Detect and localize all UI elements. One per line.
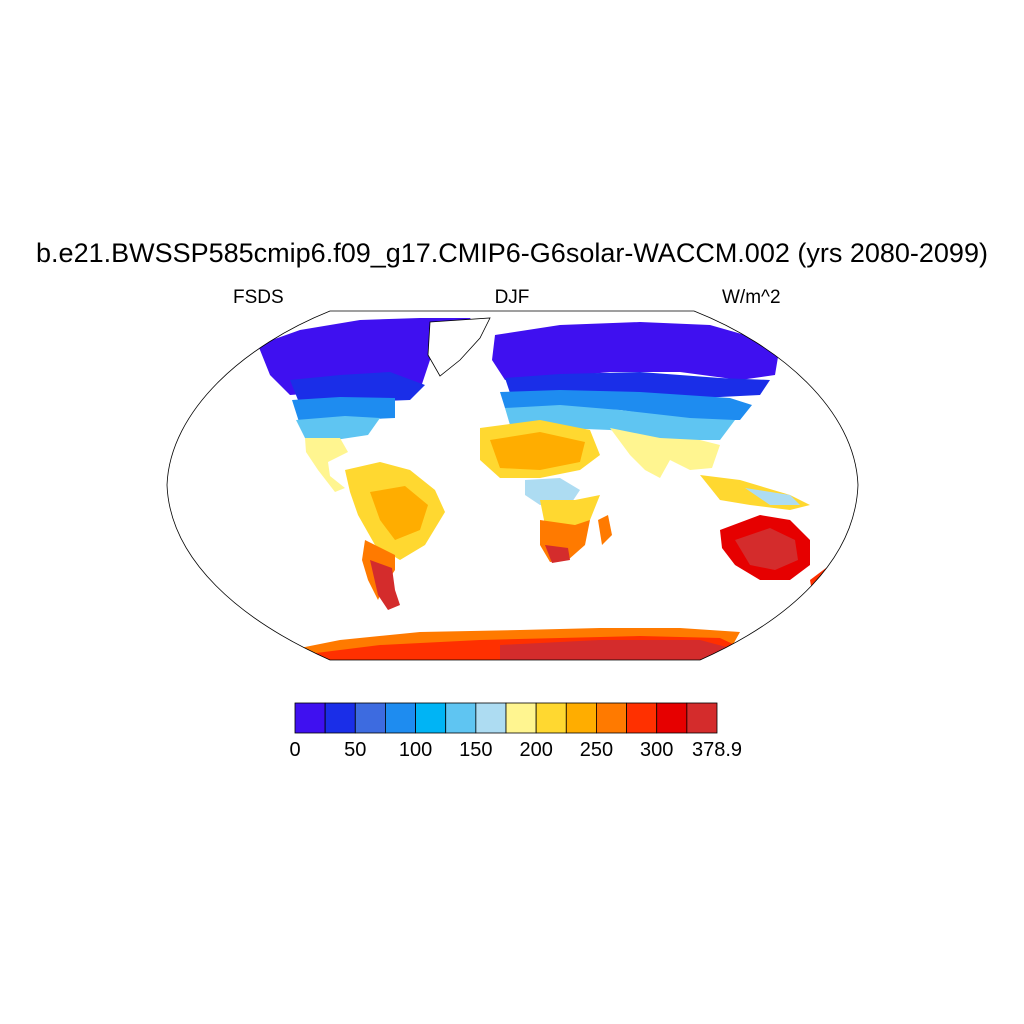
australia-core xyxy=(735,528,798,570)
south-asia xyxy=(610,428,720,478)
colorbar-tick-label: 100 xyxy=(399,739,432,761)
north-america-south xyxy=(296,416,380,440)
colorbar-box xyxy=(324,702,356,734)
colorbar-box xyxy=(445,702,477,734)
colorbar-tick-label: 50 xyxy=(344,739,366,761)
colorbar-tick-label: 200 xyxy=(519,739,552,761)
season-label: DJF xyxy=(494,287,530,308)
new-zealand xyxy=(810,565,834,592)
antarctica-interior xyxy=(500,640,730,660)
variable-label: FSDS xyxy=(233,287,284,308)
eurasia-south xyxy=(505,405,735,440)
colorbar-box xyxy=(385,702,416,734)
colorbar-box xyxy=(656,702,688,734)
africa-cape xyxy=(545,545,570,563)
colorbar-tick-label: 378.9 xyxy=(692,739,742,761)
colorbar-box xyxy=(596,702,627,734)
land-fields xyxy=(258,317,834,660)
north-america-cold xyxy=(258,318,480,395)
colorbar-box xyxy=(686,702,718,734)
africa-sahara xyxy=(490,432,585,470)
colorbar-tick-label: 0 xyxy=(289,739,300,761)
units-label: W/m^2 xyxy=(722,287,781,308)
africa-equatorial xyxy=(525,478,580,505)
colorbar-box xyxy=(354,702,386,734)
colorbar-box xyxy=(294,702,326,734)
colorbar-tick-label: 150 xyxy=(459,739,492,761)
colorbar-tick-label: 250 xyxy=(580,739,613,761)
colorbar: 0 50 100 150 200 250 300 378.9 xyxy=(289,702,742,761)
figure-title: b.e21.BWSSP585cmip6.f09_g17.CMIP6-G6sola… xyxy=(36,238,988,268)
colorbar-tick-label: 300 xyxy=(640,739,673,761)
maritime-shade xyxy=(745,488,800,505)
patagonia xyxy=(370,560,400,610)
greenland xyxy=(427,317,491,377)
colorbar-box xyxy=(535,702,567,734)
colorbar-box xyxy=(626,702,658,734)
south-america-interior xyxy=(370,486,428,540)
north-america-mid xyxy=(290,372,425,405)
eurasia-cold xyxy=(492,322,780,380)
colorbar-box xyxy=(565,702,597,734)
colorbar-box xyxy=(505,702,537,734)
map-boundary xyxy=(166,310,859,661)
eurasia-band xyxy=(500,390,752,420)
central-america xyxy=(305,438,348,492)
colorbar-box xyxy=(475,702,507,734)
africa-central xyxy=(540,495,600,530)
madagascar xyxy=(598,515,612,545)
colorbar-box xyxy=(415,702,447,734)
